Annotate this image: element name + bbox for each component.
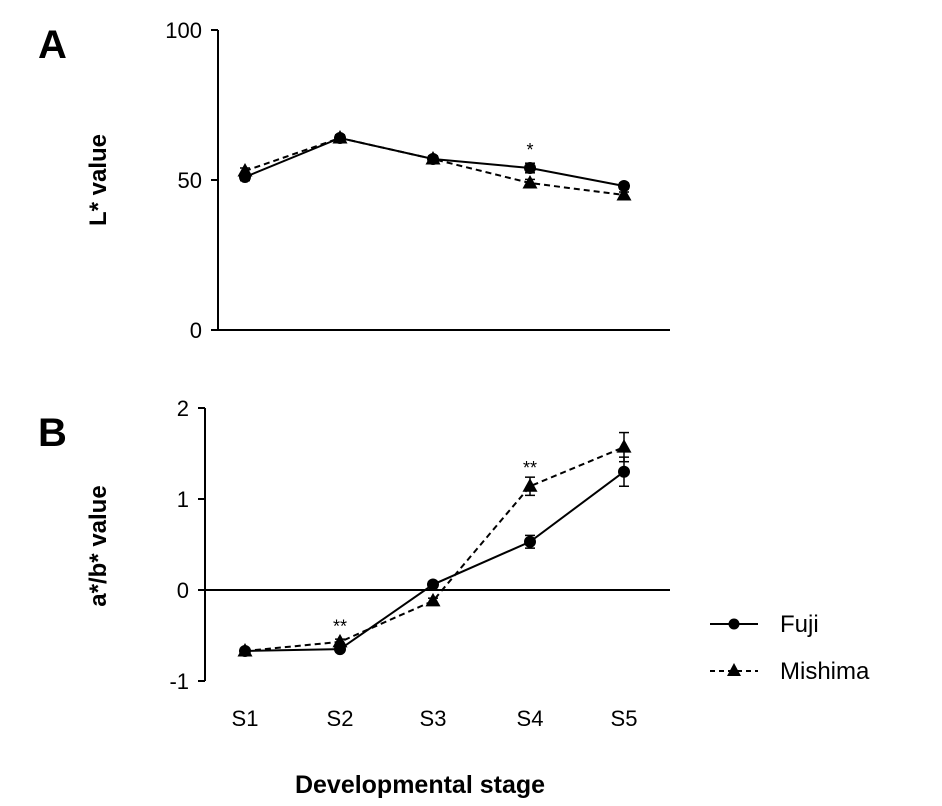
panel-b-point-mishima [332,633,348,648]
panel-a-point-mishima [332,130,348,144]
legend-mishima-marker [727,663,741,676]
panel-b-x-tick-label: S1 [232,706,259,731]
legend-fuji-marker [728,618,740,630]
panel-a-point-mishima [522,175,538,189]
panel-b-significance-marker: ** [333,616,347,636]
panel-b-point-fuji [427,578,439,591]
legend-mishima-label: Mishima [780,658,870,685]
panel-b-label: B [38,411,67,455]
legend-fuji-label: Fuji [780,611,819,638]
panel-a-point-mishima [616,187,632,201]
panel-b-y-axis-label: a*/b* value [85,485,112,606]
panel-b-point-mishima [616,439,632,453]
panel-b-significance-marker: ** [523,458,537,478]
panel-b-marks: ** ** [237,431,632,657]
panel-b-y-tick-label: -1 [169,669,189,694]
legend-entry-mishima: Mishima [710,658,870,685]
panel-b-y-tick-label: 1 [177,487,189,512]
panel-a-axes: 0 50 100 [165,18,670,343]
panel-b-x-tick-label: S5 [611,706,638,731]
panel-b: B a*/b* value -1 0 1 2 S1 S2 S3 S4 S5 ** ** [38,396,670,731]
panel-b-point-mishima [522,478,538,492]
panel-a-series-line-mishima [244,136,625,196]
panel-a-y-axis-label: L* value [85,134,112,226]
panel-a-marks: * [237,130,632,201]
legend: Fuji Mishima [710,611,870,685]
panel-a-point-fuji [618,180,630,192]
panel-a-y-tick-label: 0 [190,318,202,343]
panel-b-point-mishima [425,592,441,607]
panel-a-significance-marker: * [526,140,533,160]
legend-entry-fuji: Fuji [710,611,819,638]
panel-a: A L* value 0 50 100 * [38,18,670,343]
x-axis-label: Developmental stage [295,771,545,799]
panel-a-label: A [38,23,67,67]
panel-b-point-fuji [524,535,536,548]
panel-b-axes: -1 0 1 2 S1 S2 S3 S4 S5 [169,396,670,731]
panel-b-point-fuji [618,465,630,478]
panel-a-y-tick-label: 100 [165,18,202,43]
panel-b-series-line-mishima [244,446,625,652]
panel-a-point-fuji [524,162,536,174]
panel-b-x-tick-label: S3 [420,706,447,731]
panel-a-y-tick-label: 50 [178,168,202,193]
panel-b-x-tick-label: S4 [517,706,544,731]
panel-b-point-mishima [237,642,253,657]
panel-b-series-line-fuji [244,470,625,652]
panel-a-point-mishima [237,163,253,177]
panel-a-point-mishima [425,151,441,165]
panel-b-x-tick-label: S2 [327,706,354,731]
panel-b-y-tick-label: 2 [177,396,189,421]
panel-b-y-tick-label: 0 [177,578,189,603]
